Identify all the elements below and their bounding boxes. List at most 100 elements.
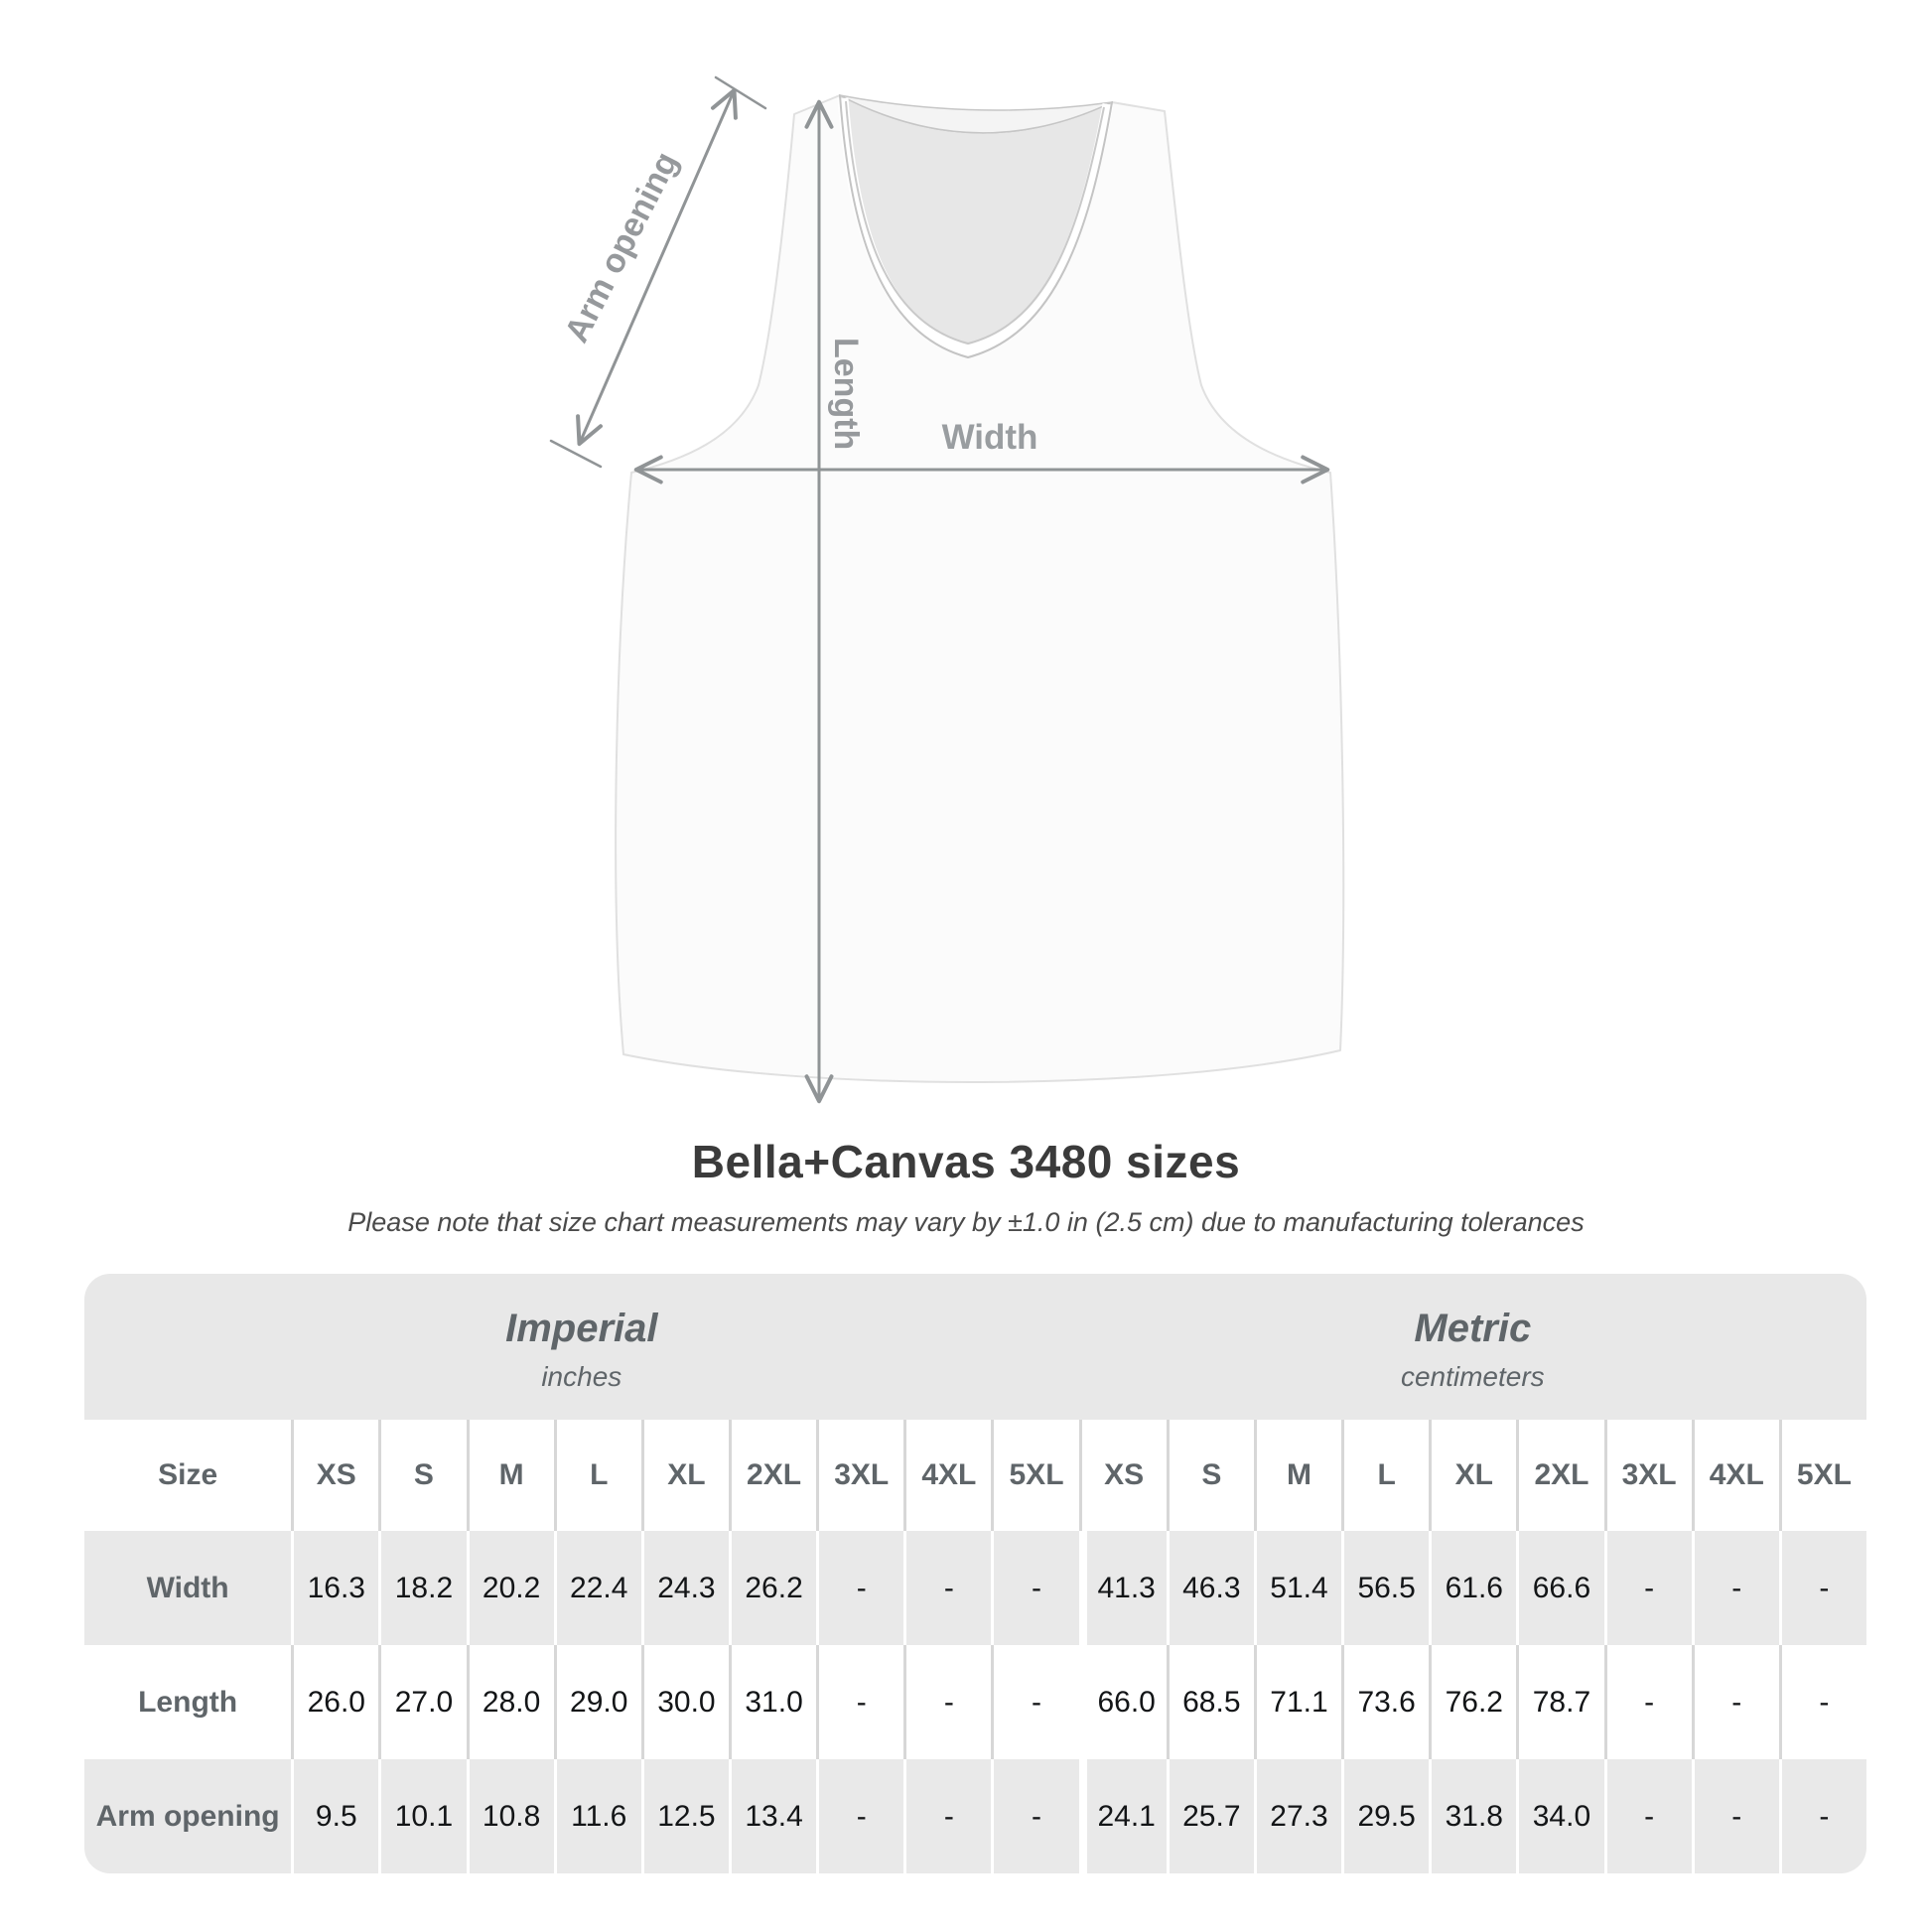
value-cell-imperial-xl: 24.3 bbox=[640, 1531, 729, 1645]
value-cell-imperial-s: 27.0 bbox=[378, 1645, 466, 1759]
value-cell-imperial-xl: 12.5 bbox=[640, 1759, 729, 1873]
size-col-imperial-m: M bbox=[466, 1420, 554, 1531]
size-header-row: Size XS S M L XL 2XL 3XL 4XL 5XL XS S M L XL 2XL 3XL 4XL 5… bbox=[84, 1420, 1866, 1531]
value-cell-imperial-3xl: - bbox=[816, 1759, 903, 1873]
value-cell-imperial-5xl: - bbox=[991, 1645, 1078, 1759]
row-label: Width bbox=[146, 1571, 229, 1604]
size-col-metric-xl: XL bbox=[1429, 1420, 1516, 1531]
size-col-imperial-3xl: 3XL bbox=[816, 1420, 903, 1531]
size-col-metric-5xl: 5XL bbox=[1778, 1420, 1866, 1531]
value-cell-imperial-4xl: - bbox=[903, 1531, 991, 1645]
table-row-length: Length 26.0 27.0 28.0 29.0 30.0 31.0- - -66.0 68.… bbox=[84, 1645, 1866, 1759]
tolerance-note: Please note that size chart measurements… bbox=[347, 1207, 1585, 1237]
value-cell-imperial-xs: 26.0 bbox=[291, 1645, 378, 1759]
value-cell-metric-2xl: 34.0 bbox=[1516, 1759, 1603, 1873]
size-col-metric-s: S bbox=[1166, 1420, 1254, 1531]
value-cell-imperial-xs: 9.5 bbox=[291, 1759, 378, 1873]
value-cell-imperial-l: 29.0 bbox=[553, 1645, 641, 1759]
unit-group-imperial: Imperial inches bbox=[84, 1274, 1079, 1420]
value-cell-imperial-4xl: - bbox=[903, 1759, 991, 1873]
value-cell-metric-m: 51.4 bbox=[1253, 1531, 1341, 1645]
value-cell-metric-xs: 41.3 bbox=[1078, 1531, 1167, 1645]
value-cell-imperial-5xl: - bbox=[991, 1531, 1078, 1645]
value-cell-imperial-l: 11.6 bbox=[553, 1759, 641, 1873]
value-cell-metric-4xl: - bbox=[1691, 1759, 1779, 1873]
arm-opening-tick-bottom bbox=[549, 439, 603, 469]
value-cell-metric-xl: 76.2 bbox=[1429, 1645, 1516, 1759]
value-cell-imperial-m: 20.2 bbox=[466, 1531, 554, 1645]
value-cell-imperial-xs: 16.3 bbox=[291, 1531, 378, 1645]
value-cell-imperial-3xl: - bbox=[816, 1531, 903, 1645]
value-cell-imperial-s: 10.1 bbox=[378, 1759, 466, 1873]
size-col-metric-xs: XS bbox=[1078, 1420, 1167, 1531]
value-cell-metric-2xl: 66.6 bbox=[1516, 1531, 1603, 1645]
size-col-imperial-4xl: 4XL bbox=[903, 1420, 991, 1531]
value-cell-imperial-m: 28.0 bbox=[466, 1645, 554, 1759]
value-cell-metric-5xl: - bbox=[1778, 1759, 1866, 1873]
size-col-imperial-s: S bbox=[378, 1420, 466, 1531]
value-cell-metric-xs: 66.0 bbox=[1078, 1645, 1167, 1759]
tank-top-diagram: Width Length Arm opening bbox=[549, 75, 1345, 1104]
value-cell-metric-l: 29.5 bbox=[1341, 1759, 1429, 1873]
value-cell-metric-3xl: - bbox=[1603, 1759, 1692, 1873]
size-col-imperial-l: L bbox=[553, 1420, 641, 1531]
value-cell-metric-2xl: 78.7 bbox=[1516, 1645, 1603, 1759]
size-col-metric-l: L bbox=[1341, 1420, 1429, 1531]
value-cell-metric-5xl: - bbox=[1778, 1645, 1866, 1759]
value-cell-metric-xl: 31.8 bbox=[1429, 1759, 1516, 1873]
value-cell-metric-4xl: - bbox=[1691, 1531, 1779, 1645]
value-cell-metric-m: 71.1 bbox=[1253, 1645, 1341, 1759]
value-cell-metric-s: 68.5 bbox=[1166, 1645, 1254, 1759]
size-col-metric-m: M bbox=[1253, 1420, 1341, 1531]
corner-header-cell: Size bbox=[158, 1458, 218, 1491]
width-label: Width bbox=[942, 418, 1038, 457]
value-cell-imperial-l: 22.4 bbox=[553, 1531, 641, 1645]
neck-binding-outer-edge bbox=[839, 94, 1113, 359]
size-col-imperial-2xl: 2XL bbox=[728, 1420, 816, 1531]
row-label: Arm opening bbox=[95, 1799, 280, 1833]
value-cell-imperial-3xl: - bbox=[816, 1645, 903, 1759]
imperial-title: Imperial bbox=[505, 1307, 658, 1350]
arm-opening-arrow bbox=[576, 87, 738, 447]
units-header: Imperial inches Metric centimeters bbox=[84, 1274, 1866, 1420]
metric-subtitle: centimeters bbox=[1400, 1361, 1545, 1392]
value-cell-metric-3xl: - bbox=[1603, 1645, 1692, 1759]
page-title: Bella+Canvas 3480 sizes bbox=[691, 1136, 1241, 1187]
length-label: Length bbox=[827, 338, 865, 450]
value-cell-metric-xl: 61.6 bbox=[1429, 1531, 1516, 1645]
value-cell-metric-3xl: - bbox=[1603, 1531, 1692, 1645]
value-cell-metric-4xl: - bbox=[1691, 1645, 1779, 1759]
row-label: Length bbox=[138, 1685, 238, 1719]
value-cell-imperial-xl: 30.0 bbox=[640, 1645, 729, 1759]
table-row-width: Width 16.3 18.2 20.2 22.4 24.3 26.2- - -41.3 46.3… bbox=[84, 1531, 1866, 1645]
value-cell-metric-m: 27.3 bbox=[1253, 1759, 1341, 1873]
value-cell-imperial-5xl: - bbox=[991, 1759, 1078, 1873]
value-cell-metric-l: 56.5 bbox=[1341, 1531, 1429, 1645]
value-cell-imperial-s: 18.2 bbox=[378, 1531, 466, 1645]
value-cell-metric-s: 25.7 bbox=[1166, 1759, 1254, 1873]
value-cell-imperial-m: 10.8 bbox=[466, 1759, 554, 1873]
value-cell-imperial-2xl: 13.4 bbox=[728, 1759, 816, 1873]
value-cell-imperial-2xl: 31.0 bbox=[728, 1645, 816, 1759]
arm-opening-tick-top bbox=[714, 75, 767, 110]
imperial-subtitle: inches bbox=[541, 1361, 622, 1392]
size-col-imperial-xl: XL bbox=[640, 1420, 729, 1531]
size-chart: Imperial inches Metric centimeters Size X… bbox=[84, 1274, 1866, 1873]
neck-binding bbox=[837, 97, 1114, 356]
value-cell-imperial-2xl: 26.2 bbox=[728, 1531, 816, 1645]
value-cell-metric-5xl: - bbox=[1778, 1531, 1866, 1645]
value-cell-imperial-4xl: - bbox=[903, 1645, 991, 1759]
metric-title: Metric bbox=[1414, 1307, 1532, 1350]
size-col-metric-3xl: 3XL bbox=[1603, 1420, 1692, 1531]
value-cell-metric-s: 46.3 bbox=[1166, 1531, 1254, 1645]
size-table: Size XS S M L XL 2XL 3XL 4XL 5XL XS S M L XL 2XL 3XL 4XL 5… bbox=[84, 1420, 1866, 1873]
size-col-metric-4xl: 4XL bbox=[1691, 1420, 1779, 1531]
size-col-imperial-xs: XS bbox=[291, 1420, 378, 1531]
value-cell-metric-l: 73.6 bbox=[1341, 1645, 1429, 1759]
neck-binding-inner-edge bbox=[845, 100, 1105, 345]
value-cell-metric-xs: 24.1 bbox=[1078, 1759, 1167, 1873]
unit-group-metric: Metric centimeters bbox=[1079, 1274, 1866, 1420]
size-col-metric-2xl: 2XL bbox=[1516, 1420, 1603, 1531]
table-row-arm-opening: Arm opening 9.5 10.1 10.8 11.6 12.5 13.4- - -24.… bbox=[84, 1759, 1866, 1873]
